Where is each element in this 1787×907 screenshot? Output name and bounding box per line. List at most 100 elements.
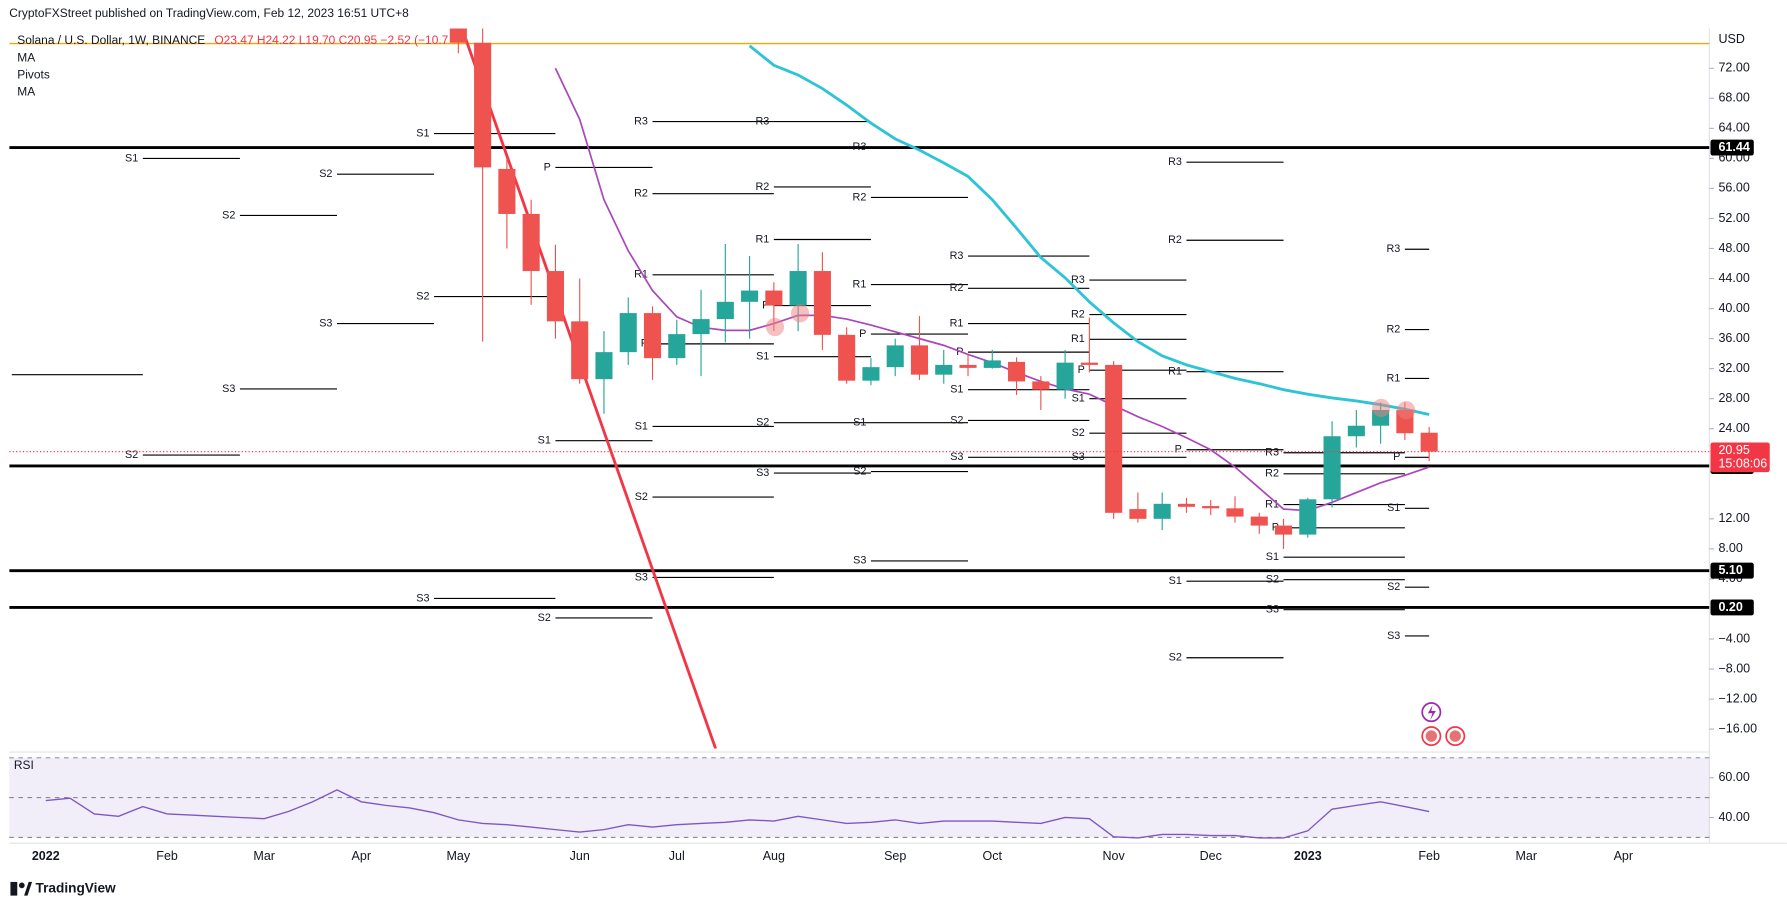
event-icon-glyph [1427, 705, 1436, 721]
candle-body [692, 319, 710, 335]
y-tick-label: 32.00 [1718, 361, 1749, 375]
candle-body [1420, 432, 1438, 452]
pivot-label: S2 [1169, 652, 1182, 664]
candle-body [1056, 362, 1074, 390]
pivot-label: R3 [950, 250, 964, 262]
x-tick-label: 2023 [1294, 849, 1322, 863]
candle-body [1299, 499, 1317, 535]
pivot-label: S2 [853, 465, 866, 477]
pivot-label: R3 [853, 141, 867, 153]
candle-body [1202, 506, 1220, 509]
candle-body [789, 271, 807, 306]
pivot-label: S2 [1072, 427, 1085, 439]
pivot-label: S3 [1387, 630, 1400, 642]
last-price-box [1710, 442, 1770, 473]
y-tick-label: 44.00 [1718, 271, 1749, 285]
y-tick-label: −12.00 [1718, 691, 1757, 705]
pivot-label: S2 [319, 168, 332, 180]
candle-body [910, 345, 929, 375]
y-tick-label: −8.00 [1718, 661, 1750, 675]
pivot-label: P [859, 328, 866, 340]
legend-entry[interactable]: Pivots [17, 67, 50, 81]
highlight-marker [790, 304, 810, 323]
candle-body [1153, 503, 1171, 519]
trend-line [460, 28, 717, 749]
candle-body [474, 42, 492, 168]
x-tick-label: Jun [570, 849, 590, 863]
y-tick-label: 48.00 [1718, 241, 1749, 255]
x-tick-label: Jul [669, 849, 685, 863]
pivot-label: S1 [756, 350, 769, 362]
price-pane: 3S1S2S2S3S2S3S1S2S3PS1S2R3R2R1PS1S2S3R3R… [9, 28, 1710, 749]
pivot-label: S3 [319, 317, 332, 329]
pivot-label: R2 [755, 181, 769, 193]
pivot-label: R2 [1265, 468, 1279, 480]
pivot-label: S1 [125, 152, 138, 164]
candle-body [449, 28, 467, 43]
pivot-label: S2 [538, 612, 551, 624]
pivot-label: R2 [1071, 308, 1085, 320]
pivot-label: S1 [950, 384, 963, 396]
pivot-label: S1 [538, 435, 551, 447]
candle-body [1323, 436, 1341, 500]
pivot-label: S3 [950, 451, 963, 463]
y-tick-label: 28.00 [1718, 391, 1749, 405]
highlight-marker [1397, 401, 1416, 420]
pivot-label: S3 [853, 555, 866, 567]
candle-body [1032, 381, 1050, 390]
pivot-label: S3 [1072, 451, 1085, 463]
candle-body [886, 345, 904, 368]
x-tick-label: Sep [884, 849, 906, 863]
pivot-label: R3 [1265, 447, 1279, 459]
y-tick-label: 12.00 [1718, 511, 1749, 525]
rsi-pane [9, 757, 1710, 839]
pivot-label: S3 [1266, 604, 1279, 616]
level-label: 0.20 [1718, 600, 1742, 614]
candle-body [1129, 509, 1147, 519]
level-label-box [1710, 599, 1754, 616]
candle-body [935, 364, 953, 375]
pivot-label: R1 [1386, 372, 1400, 384]
candle-body [862, 367, 880, 381]
level-label: 5.10 [1718, 563, 1742, 577]
pivot-label: S3 [635, 571, 648, 583]
x-tick-label: 2022 [32, 849, 60, 863]
candle-body [668, 334, 686, 359]
candle-body [595, 352, 613, 380]
pivot-label: P [1393, 451, 1400, 463]
y-tick-label: 36.00 [1718, 331, 1749, 345]
y-tick-label: −16.00 [1718, 721, 1757, 735]
pivot-label: P [1175, 444, 1182, 456]
candle-body [1274, 525, 1293, 535]
y-tick-label: 40.00 [1718, 301, 1749, 315]
legend-entry[interactable]: MA [17, 84, 35, 98]
level-label: 61.44 [1718, 140, 1749, 154]
x-tick-label: Feb [156, 849, 178, 863]
line-series [45, 789, 1430, 839]
pivot-label: R3 [634, 115, 648, 127]
candle-body [959, 364, 977, 368]
pivot-label: S1 [635, 420, 648, 432]
pivot-label: S1 [853, 417, 866, 429]
pivot-label: S2 [756, 417, 769, 429]
x-tick-label: Nov [1103, 849, 1126, 863]
y-tick-label: 72.00 [1718, 61, 1749, 75]
pivot-label: R2 [634, 188, 648, 200]
candle-body [571, 321, 589, 380]
x-tick-label: Mar [1515, 849, 1537, 863]
symbol: Solana / U.S. Dollar, 1W, BINANCE [17, 33, 205, 47]
y-tick-label: 40.00 [1718, 810, 1749, 824]
candle-body [765, 290, 783, 306]
pivot-label: S1 [1387, 502, 1400, 514]
level-label-box [1710, 139, 1754, 156]
candle-body [716, 301, 734, 320]
candle-body [1177, 503, 1195, 507]
y-tick-label: 24.00 [1718, 421, 1749, 435]
candle-body [1347, 425, 1365, 437]
legend-entry[interactable]: MA [17, 50, 35, 64]
pivot-label: R1 [950, 317, 964, 329]
candle-body [1226, 508, 1244, 517]
x-tick-label: Mar [253, 849, 275, 863]
level-label-box [1710, 562, 1754, 579]
